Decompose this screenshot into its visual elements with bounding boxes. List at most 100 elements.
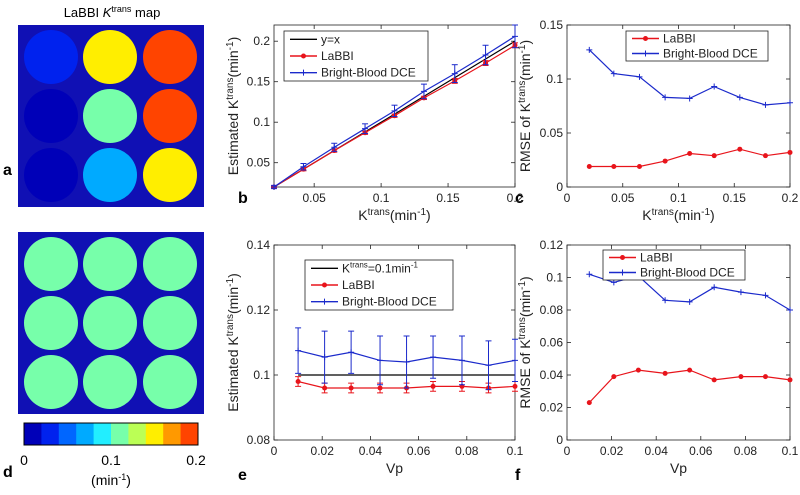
vial-circle (143, 296, 197, 350)
y-tick-label: 0.08 (247, 433, 271, 447)
vial-circle (83, 296, 137, 350)
data-point (458, 357, 465, 364)
data-point (391, 107, 398, 114)
data-point (787, 307, 793, 313)
data-point (586, 46, 593, 53)
data-point (736, 94, 743, 101)
x-tick-label: 0 (564, 444, 571, 458)
y-tick-label: 0.1 (253, 368, 270, 382)
data-point (512, 357, 518, 364)
y-tick-label: 0.08 (540, 303, 564, 317)
data-point (687, 151, 693, 157)
legend-marker (301, 53, 306, 59)
y-tick-label: 0.02 (540, 401, 564, 415)
colorbar-cell (93, 423, 112, 445)
y-tick-label: 0.1 (253, 115, 270, 129)
data-point (611, 374, 617, 380)
y-tick-label: 0.12 (540, 238, 564, 252)
data-point (662, 297, 669, 304)
vial-circle (24, 355, 78, 409)
colorbar-cell (76, 423, 94, 445)
series-bright-blood-dce (295, 327, 518, 391)
x-tick-label: 0.04 (359, 444, 383, 458)
data-point (512, 33, 518, 40)
ktrans-map-bottom (18, 232, 204, 414)
vial-circle (143, 89, 197, 143)
data-point (586, 271, 593, 278)
legend-label: y=x (321, 32, 340, 46)
legend-box (625, 30, 769, 62)
series-labbi (586, 146, 793, 169)
data-point (512, 383, 518, 389)
colorbar-cell (128, 423, 147, 445)
legend-marker (619, 269, 626, 276)
data-point (348, 349, 355, 356)
data-point (662, 370, 668, 376)
figure-title: LaBBI Ktrans map (64, 4, 161, 20)
colorbar-cell (180, 423, 199, 445)
x-tick-label: 0.08 (734, 444, 758, 458)
colorbar-tick-label: 0.2 (186, 452, 206, 468)
data-point (737, 289, 744, 296)
vial-circle (83, 30, 137, 84)
data-point (377, 385, 383, 391)
data-point (636, 73, 643, 80)
colorbar-cell (58, 423, 77, 445)
y-tick-label: 0.15 (247, 75, 271, 89)
x-tick-label: 0.06 (689, 444, 713, 458)
series-labbi (586, 367, 793, 406)
colorbar-cell (163, 423, 181, 445)
legend-marker (322, 282, 327, 288)
y-tick-label: 0.14 (247, 238, 271, 252)
y-tick-label: 0.06 (540, 336, 564, 350)
chart-f-rmse-vs-vp: 0 0.02 0.04 0.06 0.08 0.1 0 0.02 0.04 0.06 0.08 0.1… (517, 238, 799, 476)
data-point (636, 163, 642, 169)
y-tick-label: 0.1 (546, 271, 563, 285)
vial-circle (143, 237, 197, 291)
y-tick-label: 0.1 (546, 72, 563, 86)
data-point (687, 367, 693, 373)
series-bright-blood-dce (586, 46, 793, 108)
x-tick-label: 0.06 (407, 444, 431, 458)
x-axis-label: Ktrans(min-1) (642, 207, 714, 223)
vial-circle (83, 148, 137, 202)
x-tick-label: 0.02 (600, 444, 624, 458)
legend-label: LaBBI (342, 278, 375, 292)
vial-circle (24, 237, 78, 291)
legend-label: Ktrans=0.1min-1 (342, 260, 419, 275)
colorbar-unit: (min-1) (91, 472, 131, 488)
legend-marker (321, 298, 328, 305)
x-tick-label: 0 (271, 444, 278, 458)
x-tick-label: 0.1 (670, 191, 687, 205)
legend-marker (643, 36, 648, 41)
map-circles (24, 237, 197, 409)
vial-circle (24, 89, 78, 143)
x-tick-label: 0.05 (611, 191, 635, 205)
data-point (321, 354, 328, 361)
colorbar-cell (145, 423, 164, 445)
data-point (787, 377, 793, 383)
data-point (586, 163, 592, 169)
x-tick-label: 0.08 (455, 444, 479, 458)
data-point (322, 385, 328, 391)
data-point (420, 88, 427, 95)
panel-label-f: f (515, 467, 521, 484)
panel-label-d: d (3, 464, 13, 481)
y-tick-label: 0 (556, 433, 563, 447)
data-point (271, 184, 277, 190)
data-point (403, 359, 410, 365)
data-point (331, 144, 338, 151)
vial-circle (83, 237, 137, 291)
data-point (787, 99, 793, 106)
vial-circle (143, 355, 197, 409)
data-point (362, 125, 369, 132)
x-axis-label: Ktrans(min-1) (358, 207, 430, 223)
data-point (711, 83, 718, 90)
data-point (377, 357, 384, 364)
colorbar-cell (111, 423, 129, 445)
ktrans-map-top (18, 25, 204, 207)
y-axis-label: Estimated Ktrans(min-1) (225, 37, 241, 176)
